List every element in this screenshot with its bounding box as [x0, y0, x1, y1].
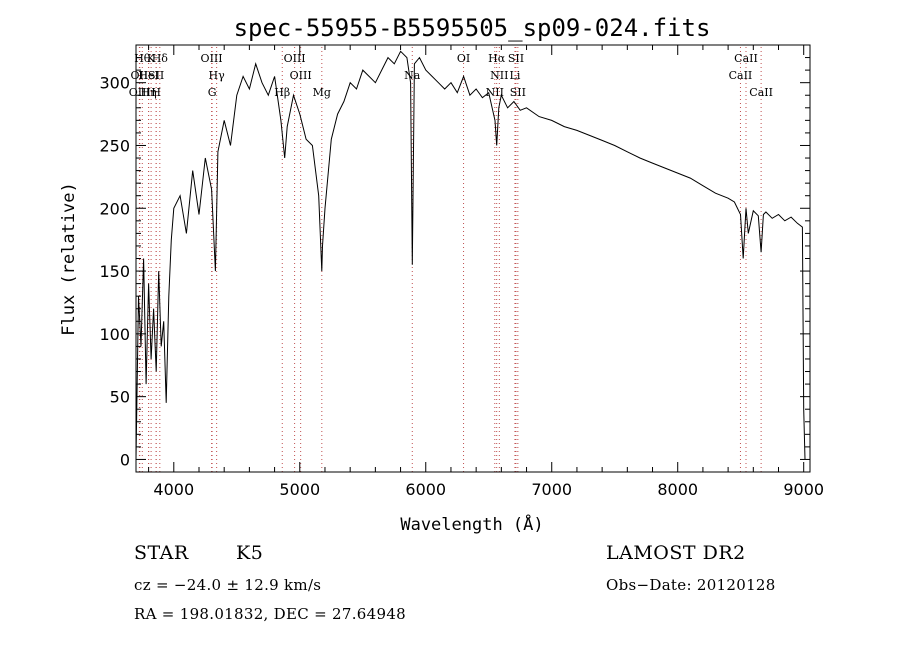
obs-date-label: Obs−Date: 20120128: [606, 576, 776, 594]
line-label: NII: [490, 69, 508, 82]
y-axis: 0 50 100 150 200 250 300: [99, 57, 810, 469]
chart-title: spec-55955-B5595505_sp09-024.fits: [234, 14, 711, 42]
line-label: CaII: [729, 69, 753, 82]
line-label: Hθ: [134, 52, 151, 65]
x-tick-label: 5000: [279, 480, 320, 499]
y-tick-label: 0: [120, 450, 130, 469]
line-label: OIII: [201, 52, 223, 65]
line-label: HeI: [138, 69, 158, 82]
line-label: CaII: [734, 52, 758, 65]
line-label: G: [208, 86, 217, 99]
x-axis-label: Wavelength (Å): [400, 513, 543, 535]
class-label: STAR: [134, 542, 189, 564]
line-label: H: [151, 86, 161, 99]
line-label: Na: [404, 69, 421, 82]
line-label: OII: [131, 69, 149, 82]
line-label: OIII: [129, 86, 151, 99]
y-tick-label: 300: [99, 74, 130, 93]
line-label: OI: [457, 52, 470, 65]
line-markers: [138, 47, 762, 472]
y-tick-label: 50: [110, 388, 130, 407]
x-tick-label: 4000: [153, 480, 194, 499]
line-label: Hγ: [209, 69, 226, 82]
y-tick-label: 200: [99, 199, 130, 218]
line-label: OIII: [284, 52, 306, 65]
survey-label: LAMOST DR2: [606, 542, 746, 564]
plot-frame: [135, 44, 811, 473]
line-label: CaII: [749, 86, 773, 99]
line-label: SII: [148, 69, 164, 82]
line-label: SII: [510, 86, 526, 99]
y-tick-label: 150: [99, 262, 130, 281]
line-label: Mg: [313, 86, 331, 99]
coordinates-label: RA = 198.01832, DEC = 27.64948: [134, 605, 407, 623]
x-tick-label: 8000: [657, 480, 698, 499]
x-tick-label: 7000: [531, 480, 572, 499]
x-axis: 4000 5000 6000 7000 8000 9000: [148, 45, 824, 499]
velocity-label: cz = −24.0 ± 12.9 km/s: [134, 576, 322, 594]
line-label: Li: [510, 69, 521, 82]
y-axis-label: Flux (relative): [59, 182, 79, 336]
line-label: OIII: [290, 69, 312, 82]
x-tick-label: 6000: [405, 480, 446, 499]
line-label: Hη: [141, 86, 157, 99]
line-label: SII: [508, 52, 524, 65]
line-label: Hβ: [274, 86, 290, 99]
line-label: NII: [486, 86, 504, 99]
line-label: K: [147, 52, 156, 65]
y-tick-label: 250: [99, 136, 130, 155]
y-tick-label: 100: [99, 325, 130, 344]
line-label: Hα: [488, 52, 506, 65]
spectrum-line: [135, 50, 806, 460]
line-label: Hδ: [152, 52, 169, 65]
x-tick-label: 9000: [783, 480, 824, 499]
subclass-label: K5: [236, 542, 264, 564]
